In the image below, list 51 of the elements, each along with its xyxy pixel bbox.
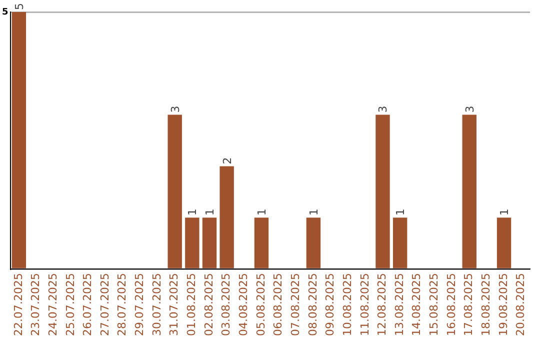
x-tick-label: 30.07.2025	[150, 273, 164, 336]
bar	[306, 218, 321, 268]
data-label: 1	[498, 208, 512, 216]
x-tick-label: 07.08.2025	[288, 273, 302, 336]
x-tick-label: 28.07.2025	[116, 273, 129, 336]
x-tick-label: 09.08.2025	[324, 273, 337, 336]
x-tick-label: 01.08.2025	[185, 273, 198, 336]
x-tick-label: 05.08.2025	[254, 273, 268, 336]
x-tick-label: 19.08.2025	[496, 273, 510, 336]
x-tick-label: 12.08.2025	[376, 273, 389, 336]
data-label: 5	[2, 7, 8, 18]
x-tick-label: 13.08.2025	[392, 273, 406, 336]
x-tick-label: 14.08.2025	[410, 273, 424, 336]
x-tick-label: 02.08.2025	[202, 273, 216, 336]
x-tick-label: 18.08.2025	[480, 273, 493, 336]
bar	[168, 114, 182, 268]
bar	[496, 218, 512, 268]
x-tick-label: 06.08.2025	[272, 273, 285, 336]
bar	[462, 114, 476, 268]
x-tick-label: 29.07.2025	[133, 273, 146, 336]
data-label: 3	[168, 106, 182, 113]
x-tick-label: 10.08.2025	[340, 273, 354, 336]
data-label: 1	[203, 208, 216, 216]
x-tick-label: 08.08.2025	[306, 273, 320, 336]
data-label: 3	[376, 106, 390, 113]
x-tick-label: 23.07.2025	[29, 273, 42, 336]
x-tick-label: 11.08.2025	[358, 273, 372, 336]
x-tick-label: 22.07.2025	[12, 273, 25, 336]
x-tick-label: 24.07.2025	[46, 273, 60, 336]
x-tick-label: 16.08.2025	[444, 273, 458, 336]
x-tick-label: 04.08.2025	[237, 273, 250, 336]
bar	[202, 218, 217, 268]
x-tick-label: 15.08.2025	[428, 273, 441, 336]
data-label: 1	[307, 208, 320, 216]
x-tick-label: 31.07.2025	[168, 273, 181, 336]
data-label: 2	[220, 157, 234, 164]
bar	[392, 218, 408, 268]
x-tick-label: 27.07.2025	[98, 273, 112, 336]
data-label: 1	[394, 208, 408, 216]
bar	[376, 114, 390, 268]
data-label: 3	[463, 106, 476, 113]
x-tick-label: 17.08.2025	[462, 273, 476, 336]
x-tick-label: 25.07.2025	[64, 273, 77, 336]
data-label: 1	[255, 208, 268, 216]
bar	[220, 166, 234, 268]
x-tick-label: 26.07.2025	[81, 273, 94, 336]
data-label: 1	[186, 208, 200, 216]
bar	[254, 218, 269, 268]
bar	[185, 218, 200, 268]
x-tick-label: 03.08.2025	[220, 273, 233, 336]
x-tick-label: 20.08.2025	[514, 273, 528, 336]
